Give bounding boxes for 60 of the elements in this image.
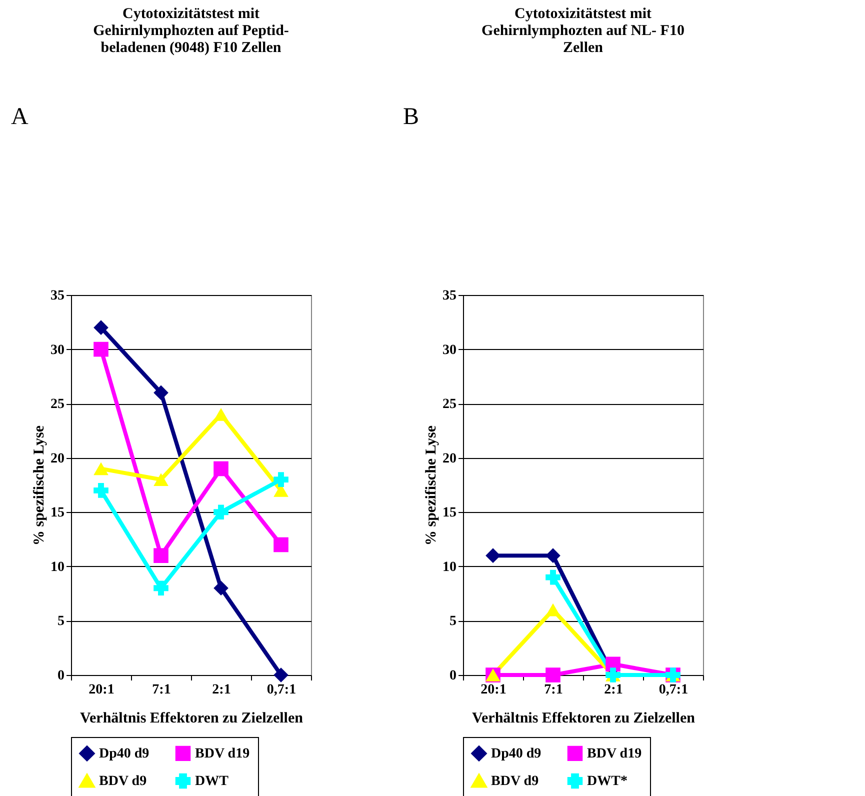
x-tick-label: 7:1: [544, 682, 563, 698]
y-tick-label: 15: [50, 506, 64, 521]
point: [274, 537, 288, 552]
legend-label: DWT: [195, 774, 230, 789]
legend-label: BDV d19: [195, 746, 250, 762]
text: A: [11, 104, 29, 130]
x-tick-label: 2:1: [212, 682, 231, 698]
y-tick-label: 35: [442, 288, 456, 304]
point: [546, 668, 560, 682]
point: [94, 342, 108, 357]
legend-label: Dp40 d9: [99, 746, 150, 762]
y-tick-label: 0: [58, 668, 64, 684]
y-tick-label: 25: [442, 397, 456, 412]
y-axis-title: % spezifische Lyse: [32, 425, 48, 546]
y-tick-label: 10: [442, 560, 456, 575]
x-axis-title: Verhältnis Effektoren zu Zielzellen: [80, 710, 304, 726]
point: [154, 473, 168, 486]
point: [546, 603, 560, 616]
point: [546, 570, 560, 585]
point: [214, 580, 228, 596]
point: [94, 320, 108, 335]
y-tick-label: 35: [50, 288, 64, 304]
point: [214, 504, 228, 520]
point: [274, 668, 288, 682]
x-tick-label: 20:1: [88, 682, 114, 698]
x-tick-label: 0,7:1: [658, 682, 688, 698]
x-tick-label: 20:1: [480, 682, 506, 698]
y-tick-label: 15: [442, 506, 456, 521]
point: [94, 462, 108, 476]
point: [214, 461, 228, 476]
text: B: [403, 104, 420, 130]
point: [274, 472, 288, 487]
x-tick-label: 2:1: [604, 682, 623, 698]
y-tick-label: 5: [450, 614, 456, 630]
legend-label: BDV d19: [587, 746, 642, 762]
y-tick-label: 20: [442, 451, 456, 466]
point: [154, 385, 168, 400]
y-tick-label: 25: [50, 397, 64, 412]
point: [486, 548, 500, 563]
legend-label: Dp40 d9: [491, 746, 542, 762]
y-tick-label: 0: [450, 668, 456, 684]
point: [546, 548, 560, 563]
point: [154, 580, 168, 596]
y-tick-label: 20: [50, 451, 64, 466]
point: [214, 408, 228, 421]
y-tick-label: 5: [58, 614, 64, 630]
x-tick-label: 0,7:1: [266, 682, 296, 698]
legend-label: BDV d9: [491, 774, 539, 789]
y-tick-label: 30: [50, 342, 64, 358]
chart-title: Cytotoxizitätstest mit Gehirnlymphozten auf NL- F10 Zellen: [482, 6, 684, 56]
y-axis-title: % spezifische Lyse: [424, 425, 440, 546]
y-tick-label: 10: [50, 560, 64, 575]
y-tick-label: 30: [442, 342, 456, 358]
x-axis-title: Verhältnis Effektoren zu Zielzellen: [472, 710, 696, 726]
point: [154, 548, 168, 563]
legend-label: DWT*: [587, 774, 628, 789]
legend-label: BDV d9: [99, 774, 147, 789]
point: [94, 483, 108, 498]
x-tick-label: 7:1: [152, 682, 171, 698]
chart-title: Cytotoxizitätstest mit Gehirnlymphozten auf Peptid- beladenen (9048) F10 Zellen: [93, 6, 289, 56]
